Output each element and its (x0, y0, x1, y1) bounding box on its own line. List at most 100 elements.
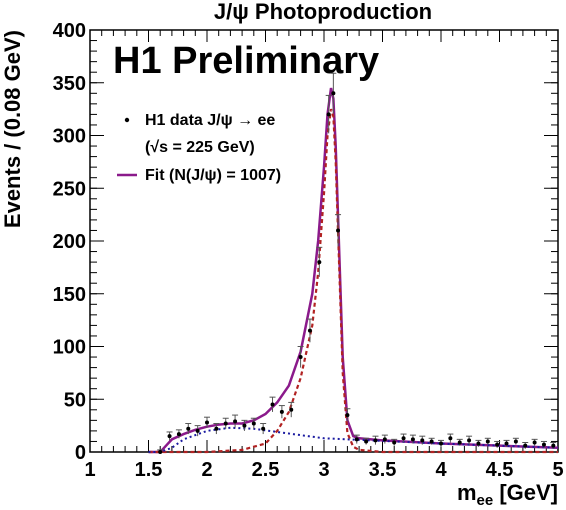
data-point (522, 442, 529, 449)
data-marker (233, 419, 238, 424)
data-marker (382, 437, 387, 442)
data-point (466, 435, 473, 445)
data-marker (223, 421, 228, 426)
data-point (204, 416, 210, 428)
chart-title: J/ψ Photoproduction (214, 0, 432, 24)
data-marker (485, 439, 490, 444)
x-tick-label: 3 (318, 459, 329, 481)
curves-layer (148, 87, 559, 454)
data-point (222, 417, 229, 429)
x-tick-label: 1 (84, 459, 95, 481)
data-point (213, 423, 220, 435)
legend-entry-energy: (√s = 225 GeV) (145, 139, 255, 156)
data-point (330, 72, 337, 114)
data-point (344, 408, 351, 422)
data-marker (167, 434, 172, 439)
y-tick-label: 200 (53, 231, 86, 253)
data-point (175, 429, 182, 439)
data-marker (523, 443, 528, 448)
data-point (503, 439, 510, 447)
data-marker (364, 439, 369, 444)
data-point (166, 431, 173, 441)
points-layer (157, 72, 557, 454)
data-point (306, 318, 313, 343)
data-point (269, 396, 276, 412)
data-marker (331, 91, 336, 96)
data-marker (261, 426, 266, 431)
data-point (316, 246, 323, 277)
data-point (475, 439, 482, 447)
y-tick-label: 250 (53, 178, 86, 200)
data-point (494, 440, 501, 448)
legend: H1 data J/ψ → ee (√s = 225 GeV) Fit (N(J… (117, 112, 281, 184)
data-marker (551, 443, 556, 448)
legend-marker-data (124, 117, 130, 123)
data-marker (298, 355, 303, 360)
data-point (531, 438, 538, 446)
data-point (335, 214, 342, 247)
x-tick-label: 5 (552, 459, 563, 481)
data-point (540, 440, 547, 448)
data-point (438, 439, 444, 447)
plot-frame (89, 29, 559, 453)
data-point (428, 437, 435, 445)
y-tick-label: 0 (75, 442, 86, 464)
data-marker (541, 442, 546, 447)
data-marker (467, 438, 472, 443)
data-point (381, 434, 388, 444)
chart-banner: H1 Preliminary (113, 40, 379, 82)
data-marker (354, 437, 359, 442)
data-point (250, 417, 257, 429)
y-tick-label: 300 (53, 126, 86, 148)
x-tick-label: 2 (201, 459, 212, 481)
data-marker (495, 442, 500, 447)
data-marker (158, 450, 163, 454)
data-marker (251, 421, 256, 426)
y-tick-label: 100 (53, 337, 86, 359)
data-marker (457, 440, 462, 445)
ticks-layer: 1 1.5 2 2.5 3 3.5 4 4.5 505010015020025030035040… (53, 20, 564, 481)
data-point (232, 414, 239, 428)
data-marker (392, 440, 397, 445)
x-tick-label: 2.5 (252, 459, 280, 481)
data-marker (448, 436, 453, 441)
data-marker (476, 441, 481, 446)
data-point (391, 438, 398, 446)
data-point (484, 437, 491, 445)
data-point (550, 442, 557, 449)
legend-entry-fit: Fit (N(J/ψ) = 1007) (145, 167, 281, 184)
data-marker (289, 407, 294, 412)
y-tick-label: 150 (53, 284, 86, 306)
signal-curve (148, 108, 558, 454)
data-point (419, 435, 426, 445)
data-point (512, 437, 519, 445)
x-axis-label-unit: [GeV] (493, 480, 558, 505)
data-point (456, 438, 463, 446)
data-marker (317, 260, 322, 265)
data-marker (401, 436, 406, 441)
background-curve (148, 426, 559, 453)
data-point (372, 435, 379, 445)
data-marker (195, 428, 200, 433)
data-point (185, 423, 192, 435)
data-point (278, 405, 285, 419)
data-marker (410, 437, 415, 442)
data-marker (513, 439, 518, 444)
y-tick-label: 50 (64, 389, 86, 411)
data-marker (176, 432, 181, 437)
data-marker (504, 441, 509, 446)
data-marker (373, 438, 378, 443)
data-marker (429, 439, 434, 444)
data-marker (326, 112, 331, 117)
data-marker (439, 441, 443, 446)
data-marker (186, 426, 191, 431)
data-marker (214, 426, 219, 431)
data-point (194, 425, 201, 437)
y-axis-title: Events / (0.08 GeV) (0, 30, 25, 228)
data-marker (205, 420, 209, 425)
data-marker (420, 438, 425, 443)
data-point (400, 433, 407, 443)
data-point (447, 433, 454, 443)
data-point (363, 437, 370, 445)
